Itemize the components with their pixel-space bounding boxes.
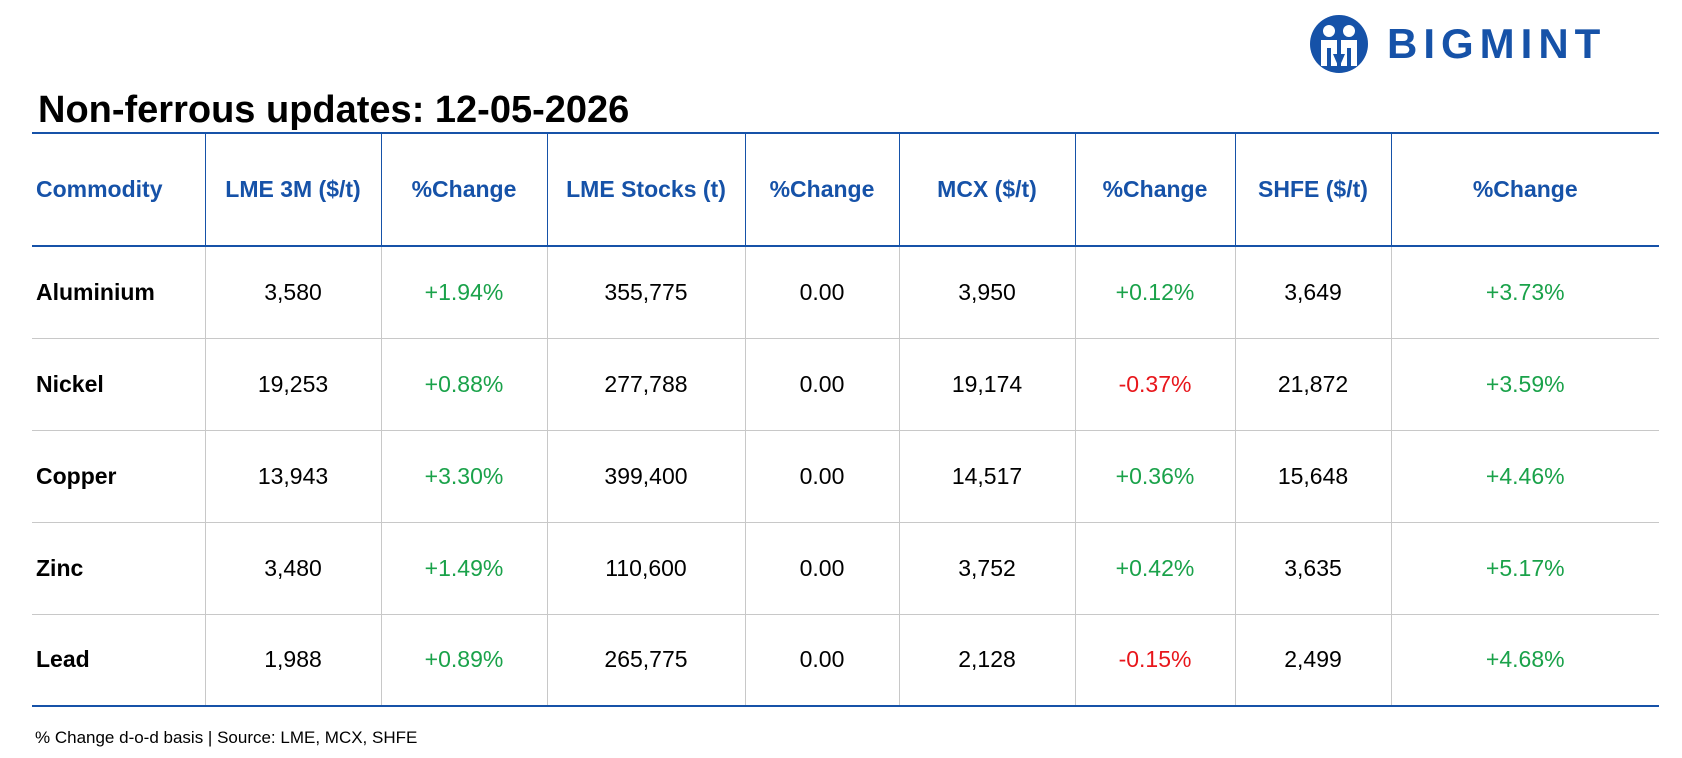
cell-mcx: 3,950	[898, 246, 1075, 339]
header-lme-3m-change: %Change	[380, 132, 547, 247]
table-row-lead: Lead 1,988 +0.89% 265,775 0.00 2,128 -0.…	[32, 614, 1659, 707]
cell-shfe: 2,499	[1234, 614, 1391, 707]
cell-shfe-change: +5.17%	[1390, 522, 1659, 615]
header-lme-stocks: LME Stocks (t)	[546, 132, 745, 247]
cell-lme-3m-change: +0.88%	[380, 338, 547, 431]
cell-lme-stocks: 265,775	[546, 614, 745, 707]
cell-lme-3m-change: +0.89%	[380, 614, 547, 707]
cell-shfe: 3,649	[1234, 246, 1391, 339]
cell-lme-stocks: 110,600	[546, 522, 745, 615]
cell-mcx-change: +0.12%	[1074, 246, 1235, 339]
header-lme-stocks-change: %Change	[744, 132, 899, 247]
header-shfe: SHFE ($/t)	[1234, 132, 1391, 247]
cell-lme-3m-change: +1.94%	[380, 246, 547, 339]
cell-lme-3m-change: +1.49%	[380, 522, 547, 615]
cell-lme-stocks: 399,400	[546, 430, 745, 523]
cell-commodity: Copper	[32, 430, 205, 523]
cell-shfe-change: +4.46%	[1390, 430, 1659, 523]
cell-mcx: 19,174	[898, 338, 1075, 431]
cell-mcx-change: +0.42%	[1074, 522, 1235, 615]
cell-commodity: Lead	[32, 614, 205, 707]
table-row-nickel: Nickel 19,253 +0.88% 277,788 0.00 19,174…	[32, 338, 1659, 431]
table-row-copper: Copper 13,943 +3.30% 399,400 0.00 14,517…	[32, 430, 1659, 523]
cell-shfe-change: +3.73%	[1390, 246, 1659, 339]
cell-mcx-change: -0.15%	[1074, 614, 1235, 707]
cell-mcx: 3,752	[898, 522, 1075, 615]
cell-lme-3m: 3,480	[204, 522, 381, 615]
cell-mcx-change: +0.36%	[1074, 430, 1235, 523]
cell-shfe-change: +4.68%	[1390, 614, 1659, 707]
cell-commodity: Nickel	[32, 338, 205, 431]
cell-shfe-change: +3.59%	[1390, 338, 1659, 431]
bigmint-logo-icon	[1310, 15, 1368, 73]
table-row-zinc: Zinc 3,480 +1.49% 110,600 0.00 3,752 +0.…	[32, 522, 1659, 615]
table-row-aluminium: Aluminium 3,580 +1.94% 355,775 0.00 3,95…	[32, 246, 1659, 339]
cell-lme-3m: 3,580	[204, 246, 381, 339]
cell-lme-stocks-change: 0.00	[744, 614, 899, 707]
table-header-row: Commodity LME 3M ($/t) %Change LME Stock…	[32, 132, 1659, 247]
cell-lme-3m: 1,988	[204, 614, 381, 707]
cell-lme-3m: 13,943	[204, 430, 381, 523]
cell-lme-stocks-change: 0.00	[744, 430, 899, 523]
source-footnote: % Change d-o-d basis | Source: LME, MCX,…	[35, 728, 418, 747]
page-title: Non-ferrous updates: 12-05-2026	[38, 89, 630, 131]
cell-lme-stocks: 355,775	[546, 246, 745, 339]
cell-shfe: 15,648	[1234, 430, 1391, 523]
cell-lme-3m-change: +3.30%	[380, 430, 547, 523]
header-lme-3m: LME 3M ($/t)	[204, 132, 381, 247]
header-mcx: MCX ($/t)	[898, 132, 1075, 247]
cell-shfe: 3,635	[1234, 522, 1391, 615]
cell-commodity: Zinc	[32, 522, 205, 615]
brand-logo: BIGMINT	[1309, 14, 1606, 74]
cell-mcx: 14,517	[898, 430, 1075, 523]
cell-lme-stocks-change: 0.00	[744, 338, 899, 431]
brand-name: BIGMINT	[1387, 20, 1607, 67]
cell-lme-3m: 19,253	[204, 338, 381, 431]
cell-lme-stocks: 277,788	[546, 338, 745, 431]
header-mcx-change: %Change	[1074, 132, 1235, 247]
cell-lme-stocks-change: 0.00	[744, 246, 899, 339]
cell-lme-stocks-change: 0.00	[744, 522, 899, 615]
header-shfe-change: %Change	[1390, 132, 1659, 247]
cell-mcx-change: -0.37%	[1074, 338, 1235, 431]
cell-commodity: Aluminium	[32, 246, 205, 339]
header-commodity: Commodity	[32, 132, 205, 247]
cell-mcx: 2,128	[898, 614, 1075, 707]
non-ferrous-price-table: Commodity LME 3M ($/t) %Change LME Stock…	[32, 132, 1659, 707]
cell-shfe: 21,872	[1234, 338, 1391, 431]
